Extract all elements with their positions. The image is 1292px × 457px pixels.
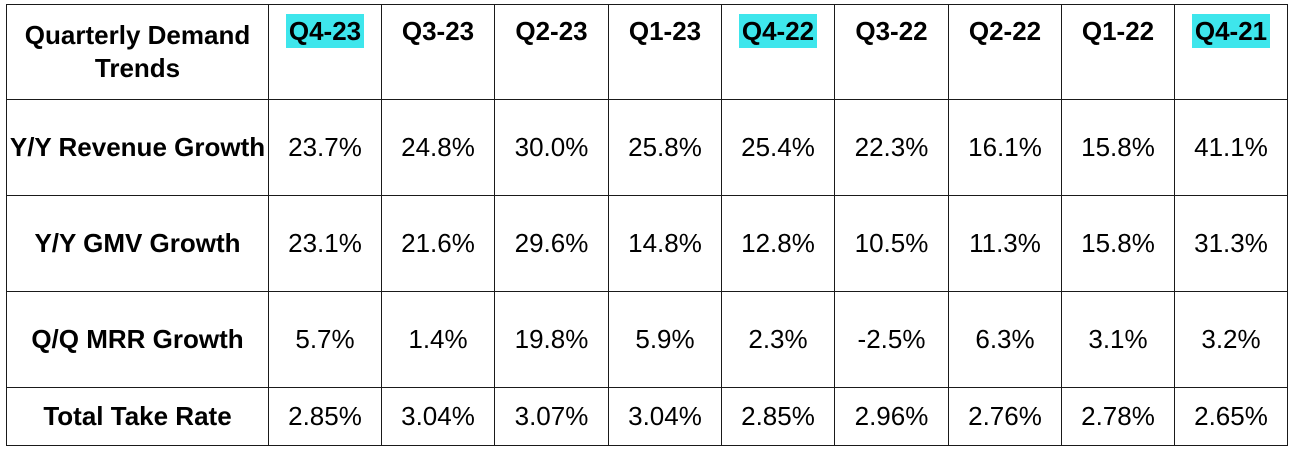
table-cell: 21.6%: [381, 195, 495, 292]
table-row: Total Take Rate 2.85% 3.04% 3.07% 3.04% …: [6, 387, 1288, 446]
column-label: Q3-23: [401, 15, 475, 46]
table-cell: 2.3%: [721, 291, 835, 388]
column-label: Q2-23: [515, 15, 588, 46]
table-row: Y/Y GMV Growth 23.1% 21.6% 29.6% 14.8% 1…: [6, 195, 1288, 292]
column-header: Q4-23: [268, 4, 382, 100]
table-cell: 3.04%: [381, 387, 495, 446]
column-label: Q4-23: [285, 13, 365, 48]
table-cell: 23.1%: [268, 195, 382, 292]
row-header: Y/Y GMV Growth: [6, 195, 269, 292]
table-cell: 2.85%: [721, 387, 835, 446]
column-label: Q1-23: [628, 15, 702, 46]
table-cell: 22.3%: [834, 99, 949, 196]
row-label: Y/Y GMV Growth: [34, 228, 241, 258]
table-cell: 11.3%: [948, 195, 1062, 292]
row-label: Q/Q MRR Growth: [31, 324, 244, 354]
table-cell: 30.0%: [494, 99, 609, 196]
table-cell: 2.76%: [948, 387, 1062, 446]
table-cell: 3.07%: [494, 387, 609, 446]
table-cell: 31.3%: [1174, 195, 1288, 292]
column-label: Q2-22: [968, 15, 1042, 46]
column-header: Q4-21: [1174, 4, 1288, 100]
table-cell: 3.04%: [608, 387, 722, 446]
table-cell: 6.3%: [948, 291, 1062, 388]
row-header: Total Take Rate: [6, 387, 269, 446]
table-cell: 12.8%: [721, 195, 835, 292]
table-cell: 2.78%: [1061, 387, 1175, 446]
corner-label: Quarterly Demand Trends: [24, 20, 251, 83]
column-header: Q1-22: [1061, 4, 1175, 100]
table-row: Q/Q MRR Growth 5.7% 1.4% 19.8% 5.9% 2.3%…: [6, 291, 1288, 388]
table-cell: 3.1%: [1061, 291, 1175, 388]
table-cell: 14.8%: [608, 195, 722, 292]
column-header: Q2-22: [948, 4, 1062, 100]
table-cell: 15.8%: [1061, 99, 1175, 196]
corner-header: Quarterly Demand Trends: [6, 4, 269, 100]
table-cell: 25.8%: [608, 99, 722, 196]
demand-trends-table: Quarterly Demand Trends Q4-23 Q3-23 Q2-2…: [6, 4, 1288, 446]
row-label: Y/Y Revenue Growth: [9, 132, 266, 162]
column-header: Q3-22: [834, 4, 949, 100]
table-cell: 3.2%: [1174, 291, 1288, 388]
table-cell: 29.6%: [494, 195, 609, 292]
column-label: Q3-22: [855, 15, 928, 46]
column-header: Q1-23: [608, 4, 722, 100]
row-header: Q/Q MRR Growth: [6, 291, 269, 388]
table-cell: 1.4%: [381, 291, 495, 388]
column-header: Q4-22: [721, 4, 835, 100]
table-cell: 25.4%: [721, 99, 835, 196]
table-cell: 2.65%: [1174, 387, 1288, 446]
column-header: Q2-23: [494, 4, 609, 100]
table-cell: 41.1%: [1174, 99, 1288, 196]
table-cell: 2.85%: [268, 387, 382, 446]
table-cell: 24.8%: [381, 99, 495, 196]
row-header: Y/Y Revenue Growth: [6, 99, 269, 196]
header-row: Quarterly Demand Trends Q4-23 Q3-23 Q2-2…: [6, 4, 1288, 100]
table-cell: 2.96%: [834, 387, 949, 446]
table-cell: 23.7%: [268, 99, 382, 196]
table-cell: 5.7%: [268, 291, 382, 388]
table-cell: 5.9%: [608, 291, 722, 388]
table-row: Y/Y Revenue Growth 23.7% 24.8% 30.0% 25.…: [6, 99, 1288, 196]
column-label: Q4-22: [738, 13, 818, 48]
table-cell: 19.8%: [494, 291, 609, 388]
table-cell: -2.5%: [834, 291, 949, 388]
table-cell: 16.1%: [948, 99, 1062, 196]
table-cell: 10.5%: [834, 195, 949, 292]
column-label: Q4-21: [1191, 13, 1271, 48]
column-label: Q1-22: [1081, 15, 1155, 46]
row-label: Total Take Rate: [43, 401, 232, 431]
table-cell: 15.8%: [1061, 195, 1175, 292]
column-header: Q3-23: [381, 4, 495, 100]
